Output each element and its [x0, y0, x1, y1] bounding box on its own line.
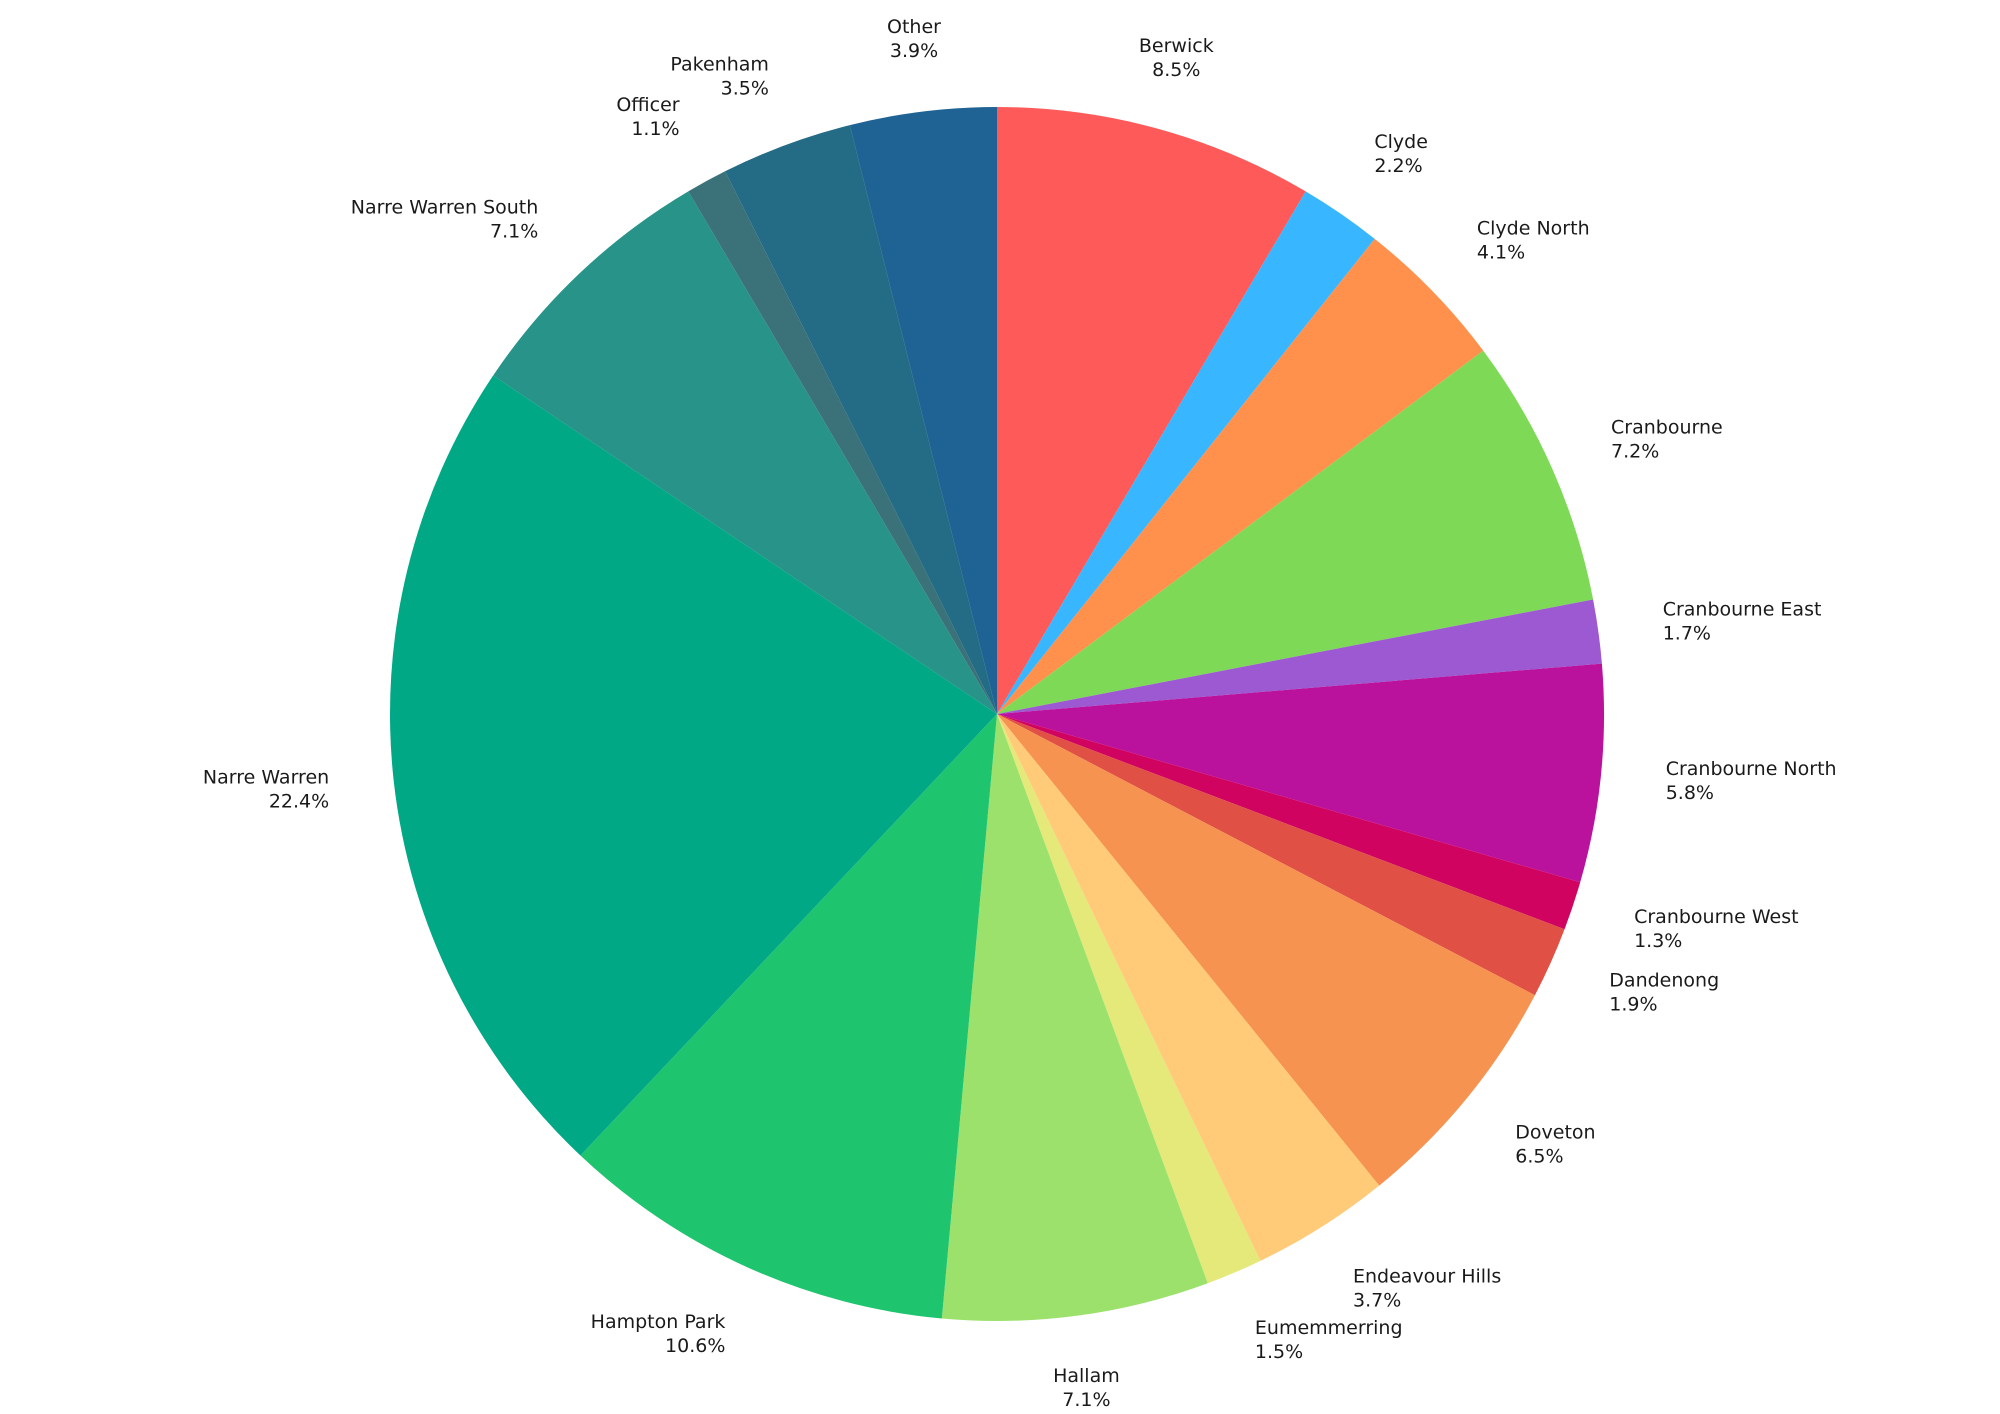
pie-slices [390, 107, 1604, 1322]
pie-label-narre-warren: Narre Warren 22.4% [203, 767, 329, 813]
pie-slice-pakenham [725, 125, 997, 715]
pie-label-narre-warren-south: Narre Warren South 7.1% [351, 196, 539, 242]
pie-slice-cranbourne-east [997, 599, 1602, 714]
pie-label-name: Hallam [1053, 1365, 1120, 1387]
pie-slice-hallam [941, 714, 1208, 1322]
pie-label-hallam: Hallam 7.1% [1053, 1365, 1120, 1411]
pie-label-percent: 1.3% [1634, 930, 1682, 952]
pie-label-name: Cranbourne West [1634, 906, 1798, 928]
pie-label-name: Cranbourne North [1666, 758, 1837, 780]
pie-label-percent: 1.5% [1255, 1341, 1303, 1363]
pie-slice-narre-warren-south [493, 191, 997, 715]
pie-label-berwick: Berwick 8.5% [1139, 35, 1214, 81]
pie-label-clyde: Clyde 2.2% [1374, 131, 1428, 177]
pie-label-percent: 8.5% [1152, 59, 1200, 81]
pie-slice-other [849, 107, 997, 714]
pie-label-percent: 2.2% [1374, 155, 1422, 177]
pie-label-pakenham: Pakenham 3.5% [670, 53, 769, 99]
pie-label-percent: 22.4% [269, 791, 329, 813]
pie-slice-cranbourne-north [997, 663, 1604, 883]
pie-slice-hampton-park [580, 714, 997, 1319]
pie-slice-doveton [997, 714, 1535, 1186]
pie-label-percent: 5.8% [1666, 782, 1714, 804]
pie-label-percent: 7.2% [1611, 440, 1659, 462]
pie-label-percent: 1.1% [631, 118, 679, 140]
pie-label-clyde-north: Clyde North 4.1% [1477, 217, 1590, 263]
pie-label-name: Pakenham [670, 53, 769, 75]
pie-label-name: Other [887, 16, 941, 38]
pie-label-name: Hampton Park [591, 1311, 726, 1333]
pie-label-name: Clyde North [1477, 217, 1590, 239]
pie-label-cranbourne-west: Cranbourne West 1.3% [1634, 906, 1798, 952]
pie-slice-cranbourne [997, 350, 1594, 714]
pie-label-dandenong: Dandenong 1.9% [1609, 970, 1719, 1016]
pie-label-name: Dandenong [1609, 970, 1719, 992]
pie-labels: Berwick 8.5% Clyde 2.2% Clyde North 4.1% Cranb… [203, 16, 1837, 1411]
pie-label-percent: 4.1% [1477, 241, 1525, 263]
pie-slice-berwick [997, 107, 1306, 714]
pie-label-percent: 1.7% [1663, 623, 1711, 645]
pie-label-endeavour-hills: Endeavour Hills 3.7% [1353, 1265, 1501, 1311]
pie-label-cranbourne-east: Cranbourne East 1.7% [1663, 599, 1822, 645]
pie-slice-officer [688, 171, 997, 714]
pie-label-percent: 7.1% [490, 220, 538, 242]
pie-label-percent: 3.7% [1353, 1289, 1401, 1311]
pie-label-cranbourne-north: Cranbourne North 5.8% [1666, 758, 1837, 804]
pie-label-name: Endeavour Hills [1353, 1265, 1501, 1287]
pie-label-other: Other 3.9% [887, 16, 941, 62]
pie-label-percent: 10.6% [665, 1335, 725, 1357]
pie-label-cranbourne: Cranbourne 7.2% [1611, 416, 1723, 462]
pie-label-name: Clyde [1374, 131, 1428, 153]
pie-slice-clyde [997, 191, 1375, 715]
pie-label-percent: 3.5% [721, 77, 769, 99]
pie-label-name: Officer [616, 94, 679, 116]
pie-label-name: Eumemmerring [1255, 1317, 1403, 1339]
pie-label-name: Cranbourne East [1663, 599, 1822, 621]
pie-slice-dandenong [997, 714, 1565, 996]
pie-slice-endeavour-hills [997, 714, 1380, 1261]
pie-label-eumemmerring: Eumemmerring 1.5% [1255, 1317, 1403, 1363]
pie-slice-eumemmerring [997, 714, 1261, 1284]
pie-label-name: Narre Warren [203, 767, 329, 789]
pie-label-percent: 7.1% [1062, 1389, 1110, 1411]
pie-label-percent: 6.5% [1515, 1146, 1563, 1168]
pie-label-hampton-park: Hampton Park 10.6% [591, 1311, 726, 1357]
pie-slice-cranbourne-west [997, 714, 1581, 930]
pie-label-name: Doveton [1515, 1122, 1595, 1144]
pie-label-name: Narre Warren South [351, 196, 539, 218]
pie-label-percent: 3.9% [890, 40, 938, 62]
pie-slice-clyde-north [997, 238, 1484, 714]
pie-label-doveton: Doveton 6.5% [1515, 1122, 1595, 1168]
pie-label-name: Cranbourne [1611, 416, 1723, 438]
pie-label-percent: 1.9% [1609, 994, 1657, 1016]
pie-label-name: Berwick [1139, 35, 1214, 57]
pie-slice-narre-warren [390, 375, 997, 1156]
pie-label-officer: Officer 1.1% [616, 94, 679, 140]
